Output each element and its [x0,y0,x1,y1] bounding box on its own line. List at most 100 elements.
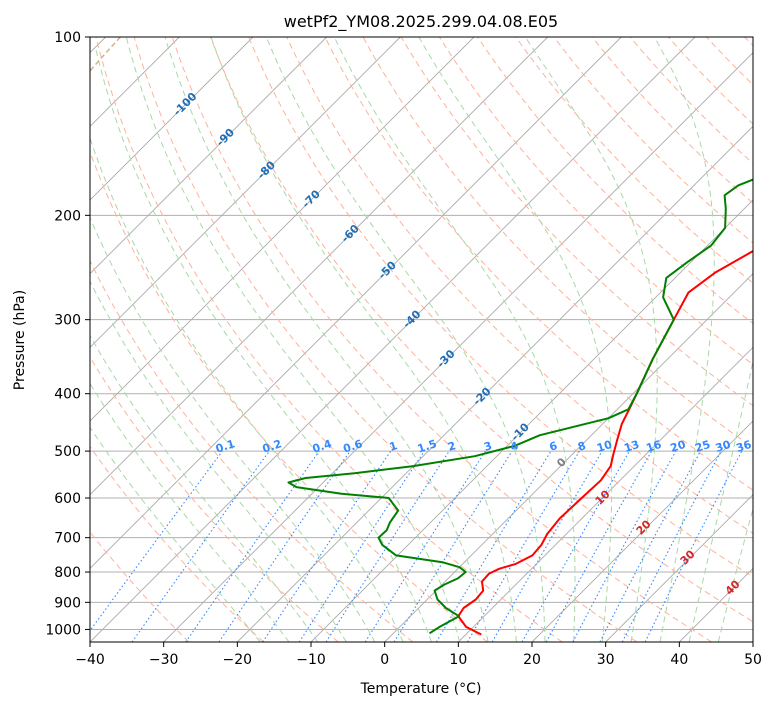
y-tick-label: 400 [54,387,81,403]
y-tick-label: 300 [54,313,81,329]
x-tick-label: 0 [380,652,389,668]
y-axis-title: Pressure (hPa) [12,290,28,390]
x-tick-label: 20 [523,652,541,668]
mixing-ratio-label: 0.6 [342,437,365,455]
moist-adiabat-line [90,136,404,642]
isotherm-line [384,273,753,642]
mixing-ratio-line [545,450,653,642]
dry-adiabat-line [210,37,753,623]
y-tick-label: 900 [54,595,81,611]
moist-adiabat-line [333,37,576,642]
mixing-ratio-label: 20 [669,438,688,455]
temperature-line [457,249,753,636]
mixing-ratio-label: 13 [622,438,641,455]
isotherm-line [531,420,753,642]
moist-adiabat-line [90,334,319,642]
mixing-ratio-label: 3 [482,439,493,454]
dry-adiabat-line [515,37,753,284]
mixing-ratio-line [364,450,486,642]
isotherm-line [90,37,622,569]
mixing-ratio-label: 36 [735,438,754,455]
isotherm-line [752,641,753,642]
moist-adiabat-line [90,216,376,642]
mixing-ratio-line [393,450,513,642]
y-tick-label: 200 [54,208,81,224]
mixing-ratio-line [131,450,270,642]
x-tick-label: −40 [75,652,105,668]
plot-background [90,37,753,642]
mixing-ratio-label: 0.2 [261,437,284,455]
dry-adiabat-line [591,37,753,204]
mixing-ratio-line [90,450,223,632]
dry-adiabat-line [90,445,264,642]
dry-adiabat-line [90,259,414,642]
dry-adiabat-line [477,37,753,325]
mixing-ratio-label: 25 [693,438,712,455]
mixing-ratio-line [185,450,320,642]
dry-adiabat-line [629,37,753,165]
moist-adiabat-line [90,280,347,642]
mixing-ratio-label: 0.4 [311,437,334,455]
moist-adiabat-line [95,49,432,642]
moist-adiabat-line [717,507,753,642]
dry-adiabat-line [324,37,753,491]
y-tick-label: 800 [54,565,81,581]
x-tick-label: 40 [670,652,688,668]
mixing-ratio-label: 1 [388,439,399,454]
chart-title: wetPf2_YM08.2025.299.04.08.E05 [284,12,558,32]
mixing-ratio-label: 10 [595,438,614,455]
mixing-ratio-line [325,450,450,642]
x-tick-label: 30 [597,652,615,668]
mixing-ratio-line [572,450,677,642]
moist-adiabat-line [418,37,613,642]
isotherm-line [458,346,753,642]
mixing-ratio-line [467,450,580,642]
x-tick-label: 50 [744,652,762,668]
isotherm-line [605,494,753,642]
dry-adiabat-line [171,37,712,642]
mixing-ratio-label: 16 [645,438,664,455]
moist-adiabat-line [125,37,461,642]
moist-adiabat-line [164,37,489,642]
isotherm-line [237,125,753,642]
moist-adiabat-line [524,37,658,642]
x-axis-title: Temperature (°C) [360,681,482,697]
y-tick-label: 500 [54,444,81,460]
mixing-ratio-label: 30 [714,438,733,455]
profile-lines [287,178,753,636]
isotherm-line [90,37,548,496]
mixing-ratio-line [218,450,351,642]
isotherm-line [90,37,696,642]
moist-adiabat-line [653,37,715,642]
dry-adiabat-line [362,37,753,449]
isotherm-line [90,37,327,275]
moist-adiabat-line [688,358,753,642]
dry-adiabat-line [248,37,753,578]
mixing-ratio-line [435,450,552,642]
moist-adiabat-line [265,37,546,642]
mixing-ratio-label: 1.5 [416,437,439,455]
mixing-ratio-label: 8 [576,439,587,454]
mixing-ratio-label: 0.1 [214,437,237,455]
dry-adiabat-line [95,37,563,642]
y-tick-label: 600 [54,491,81,507]
moist-adiabat-line [90,382,290,642]
plot-frame [89,36,754,643]
x-tick-label: −30 [149,652,179,668]
mixing-ratio-line [491,450,603,642]
isotherm-line [90,37,401,348]
x-tick-label: 10 [449,652,467,668]
isotherm-line [90,37,254,201]
y-tick-label: 700 [54,531,81,547]
x-tick-label: −20 [223,652,253,668]
mixing-ratio-label: 4 [509,439,521,454]
mixing-ratio-label: 2 [446,439,457,454]
x-tick-label: −10 [296,652,326,668]
mixing-ratio-line [521,450,630,642]
y-tick-label: 1000 [45,622,81,638]
mixing-ratio-label: 6 [548,439,560,454]
y-tick-label: 100 [54,30,81,46]
background-lines [90,37,753,642]
axes: −40 −30 −20 −10 0 10 20 30 40 50 1000 900 800 700 600 5… [45,30,762,668]
